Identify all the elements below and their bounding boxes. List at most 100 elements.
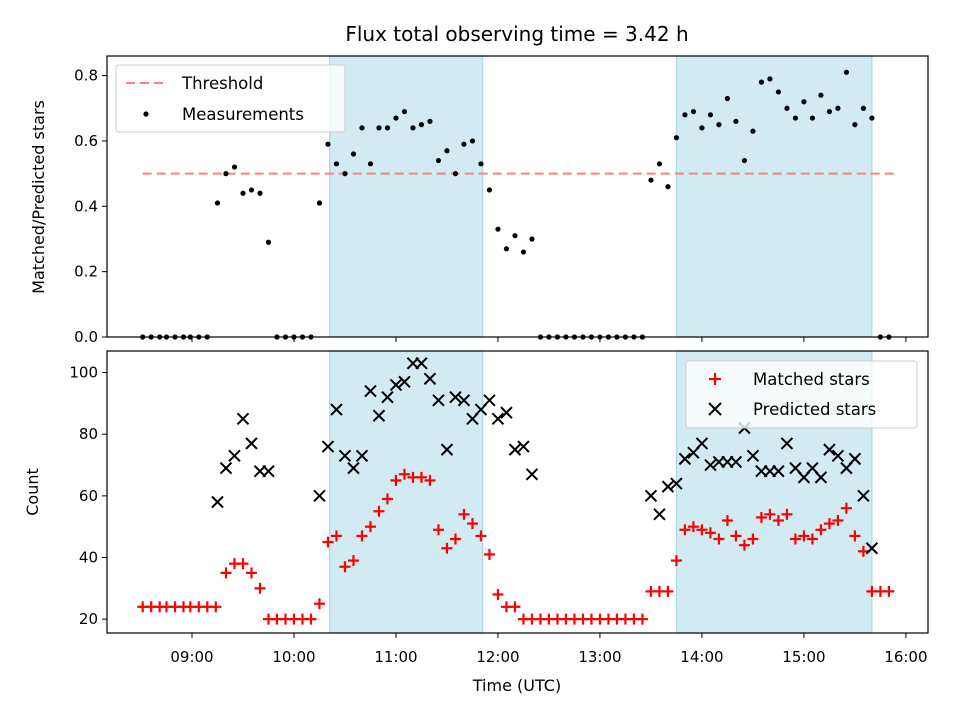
matched-star-point bbox=[466, 518, 478, 530]
legend-measurements-swatch bbox=[143, 111, 149, 117]
matched-star-point bbox=[696, 524, 708, 536]
matched-star-point bbox=[840, 502, 852, 514]
matched-star-point bbox=[449, 533, 461, 545]
matched-star-point bbox=[747, 533, 759, 545]
measurement-point bbox=[427, 118, 433, 124]
matched-star-point bbox=[237, 558, 249, 570]
matched-star-point bbox=[492, 588, 504, 600]
matched-star-point bbox=[356, 530, 368, 542]
predicted-star-point bbox=[321, 440, 335, 453]
xtick-label: 12:00 bbox=[476, 648, 519, 666]
xtick-label: 11:00 bbox=[374, 648, 417, 666]
bottom-axes-frame bbox=[106, 350, 929, 634]
predicted-star-point bbox=[262, 464, 275, 478]
predicted-star-point bbox=[449, 391, 462, 404]
predicted-star-point bbox=[653, 508, 666, 521]
matched-star-point bbox=[509, 601, 521, 613]
measurement-point bbox=[792, 115, 799, 121]
measurement-point bbox=[818, 92, 824, 98]
predicted-star-point bbox=[330, 403, 343, 416]
matched-star-point bbox=[381, 493, 393, 505]
matched-star-point bbox=[322, 536, 334, 548]
matched-star-point bbox=[245, 567, 257, 579]
chart-title: Flux total observing time = 3.42 h bbox=[345, 22, 688, 46]
matched-star-point bbox=[254, 582, 266, 594]
matched-star-point bbox=[849, 530, 861, 542]
matched-star-point bbox=[713, 533, 725, 545]
legend-matched-swatch bbox=[709, 373, 721, 385]
predicted-star-point bbox=[661, 480, 675, 493]
predicted-star-point bbox=[500, 406, 513, 419]
measurement-point bbox=[231, 164, 238, 170]
measurement-point bbox=[257, 190, 263, 196]
legend-predicted-swatch bbox=[708, 402, 722, 416]
top-legend: Threshold Measurements bbox=[115, 64, 346, 133]
predicted-star-point bbox=[483, 394, 496, 407]
measurement-point bbox=[648, 177, 654, 183]
measurement-point bbox=[690, 108, 697, 115]
matched-star-point bbox=[220, 567, 232, 579]
predicted-star-point bbox=[695, 437, 709, 450]
matched-star-point bbox=[339, 561, 351, 573]
predicted-star-point bbox=[423, 372, 437, 385]
measurement-point bbox=[750, 128, 756, 134]
predicted-star-point bbox=[678, 452, 692, 466]
matched-star-point bbox=[364, 521, 376, 533]
measurement-point bbox=[478, 161, 484, 167]
measurement-point bbox=[801, 99, 807, 105]
measurement-point bbox=[775, 89, 782, 95]
matched-star-point bbox=[347, 555, 359, 567]
measurement-point bbox=[843, 69, 850, 75]
matched-star-point bbox=[704, 527, 716, 539]
measurement-point bbox=[809, 115, 816, 121]
bottom-x-ticks: 09:00 10:00 11:00 12:00 13:00 14:00 15:00 16:00 bbox=[170, 633, 928, 666]
bottom-y-axis-label: Count bbox=[23, 468, 42, 516]
matched-star-point bbox=[883, 585, 895, 597]
matched-stars-points bbox=[137, 468, 895, 625]
xtick-label: 10:00 bbox=[272, 648, 315, 666]
predicted-star-point bbox=[814, 471, 828, 484]
top-ytick-label: 0.8 bbox=[74, 67, 98, 85]
matched-star-point bbox=[764, 508, 776, 520]
measurement-point bbox=[869, 115, 875, 121]
measurement-point bbox=[316, 200, 323, 206]
matched-star-point bbox=[432, 524, 444, 536]
matched-star-point bbox=[662, 585, 674, 597]
measurement-point bbox=[325, 141, 331, 147]
measurement-point bbox=[359, 125, 365, 131]
measurement-point bbox=[469, 138, 476, 144]
bottom-legend-box bbox=[685, 360, 918, 429]
bot-ytick-label: 20 bbox=[79, 610, 98, 628]
measurement-point bbox=[384, 125, 391, 131]
xtick-label: 15:00 bbox=[782, 648, 825, 666]
bot-ytick-label: 60 bbox=[79, 487, 98, 505]
matched-star-point bbox=[815, 524, 827, 536]
bot-ytick-label: 40 bbox=[79, 548, 98, 566]
predicted-star-point bbox=[670, 477, 683, 490]
predicted-star-point bbox=[219, 461, 233, 475]
predicted-star-point bbox=[457, 394, 471, 407]
predicted-star-point bbox=[440, 443, 454, 456]
matched-star-point bbox=[441, 542, 453, 554]
predicted-star-point bbox=[415, 357, 428, 370]
measurement-point bbox=[265, 239, 272, 245]
measurement-point bbox=[452, 171, 459, 177]
measurement-point bbox=[223, 171, 229, 177]
predicted-star-point bbox=[704, 458, 717, 472]
measurement-point bbox=[835, 105, 841, 111]
measurement-point bbox=[333, 161, 340, 167]
measurement-point bbox=[435, 157, 442, 164]
xtick-label: 14:00 bbox=[680, 648, 723, 666]
top-panel: 0.00.20.40.60.8 Matched/Predicted stars … bbox=[29, 55, 929, 346]
predicted-star-point bbox=[236, 412, 250, 426]
measurement-point bbox=[393, 115, 399, 121]
predicted-star-point bbox=[398, 375, 411, 389]
bottom-y-ticks: 20 40 60 80 100 bbox=[69, 364, 107, 628]
predicted-star-point bbox=[313, 489, 326, 503]
bot-ytick-label: 80 bbox=[79, 425, 98, 443]
measurement-point bbox=[716, 122, 722, 128]
matched-star-point bbox=[398, 468, 410, 480]
xtick-label: 16:00 bbox=[884, 648, 927, 666]
measurement-point bbox=[486, 187, 493, 193]
